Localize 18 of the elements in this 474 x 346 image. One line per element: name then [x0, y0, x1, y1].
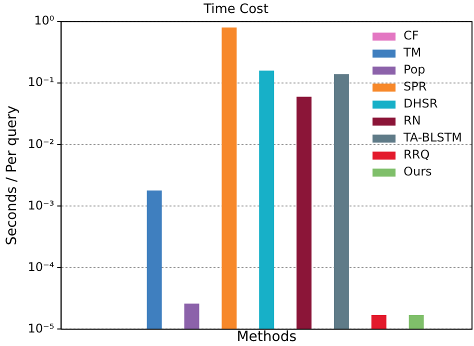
y-tick-label: 10⁻² [28, 136, 54, 151]
legend-label: Ours [404, 164, 432, 179]
legend-label: TA-BLSTM [402, 130, 462, 145]
x-axis-title: Methods [236, 329, 297, 346]
y-tick-label: 10⁻⁵ [28, 321, 54, 336]
legend-label: RRQ [404, 148, 430, 162]
legend-label: DHSR [404, 96, 438, 111]
y-tick-label: 10⁻⁴ [28, 260, 54, 274]
legend-label: CF [404, 28, 419, 43]
legend-label: Pop [404, 62, 426, 77]
y-tick-label: 10⁰ [34, 14, 54, 28]
y-tick-label: 10⁻³ [28, 198, 54, 212]
legend-label: TM [402, 46, 422, 60]
legend-label: SPR [404, 80, 427, 94]
legend-label: RN [404, 114, 421, 128]
chart-title: Time Cost [202, 2, 268, 18]
y-tick-label: 10⁻¹ [28, 75, 54, 90]
y-axis-title: Seconds / Per query [4, 106, 20, 246]
